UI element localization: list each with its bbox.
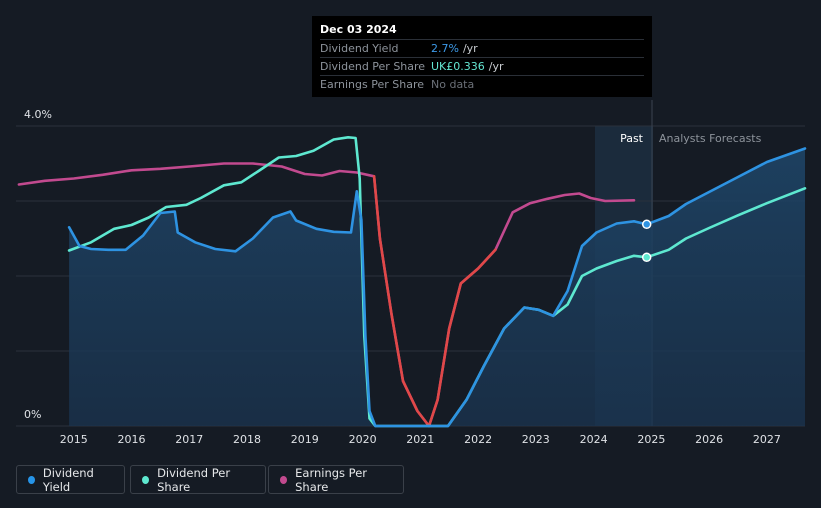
past-label: Past — [620, 132, 644, 145]
tooltip-unit: /yr — [488, 60, 504, 73]
x-tick-label: 2022 — [464, 433, 492, 446]
legend-dot-icon — [142, 475, 150, 484]
tooltip-label: Earnings Per Share — [320, 78, 425, 91]
x-tick-label: 2026 — [695, 433, 723, 446]
x-tick-label: 2027 — [753, 433, 781, 446]
dividend-yield-line — [67, 147, 807, 428]
x-tick-label: 2020 — [349, 433, 377, 446]
legend-dot-icon — [28, 475, 35, 484]
tooltip-value: UK£0.336 — [431, 60, 485, 73]
tooltip: Dec 03 2024 Dividend Yield 2.7% /yr Divi… — [312, 16, 652, 97]
tooltip-date: Dec 03 2024 — [320, 23, 397, 36]
legend-earnings-per-share[interactable]: Earnings Per Share — [268, 465, 404, 494]
legend-label: Earnings Per Share — [295, 465, 368, 494]
x-tick-label: 2015 — [60, 433, 88, 446]
dividend-yield-area — [69, 148, 806, 426]
tooltip-value: No data — [431, 78, 475, 91]
legend-dividend-per-share[interactable]: Dividend Per Share — [130, 465, 266, 494]
y-tick-label-top: 4.0% — [24, 108, 52, 121]
legend-label: Dividend Per Share — [157, 465, 231, 494]
x-tick-label: 2017 — [175, 433, 203, 446]
tooltip-row-dividend-yield: Dividend Yield 2.7% /yr — [320, 39, 644, 57]
x-tick-label: 2023 — [522, 433, 550, 446]
legend-dot-icon — [280, 475, 288, 484]
dividend-per-share-highlight-point[interactable] — [641, 252, 652, 263]
legend-dividend-yield[interactable]: Dividend Yield — [16, 465, 125, 494]
x-tick-label: 2025 — [637, 433, 665, 446]
x-tick-label: 2019 — [291, 433, 319, 446]
tooltip-label: Dividend Yield — [320, 42, 399, 55]
dividend-yield-highlight-point[interactable] — [641, 219, 652, 230]
x-tick-label: 2018 — [233, 433, 261, 446]
x-tick-label: 2024 — [580, 433, 608, 446]
forecast-label: Analysts Forecasts — [659, 132, 762, 145]
legend-label: Dividend Yield — [42, 465, 94, 494]
tooltip-label: Dividend Per Share — [320, 60, 426, 73]
x-tick-label: 2021 — [406, 433, 434, 446]
tooltip-row-dividend-per-share: Dividend Per Share UK£0.336 /yr — [320, 57, 644, 75]
x-axis: 2015 2016 2017 2018 2019 2020 2021 2022 2023 2024… — [60, 433, 781, 446]
x-tick-label: 2016 — [118, 433, 146, 446]
tooltip-row-earnings-per-share: Earnings Per Share No data — [320, 75, 644, 93]
dividend-per-share-line — [67, 136, 807, 428]
tooltip-value: 2.7% — [431, 42, 459, 55]
tooltip-unit: /yr — [462, 42, 478, 55]
y-tick-label-zero: 0% — [24, 408, 41, 421]
series-layer — [17, 136, 807, 428]
